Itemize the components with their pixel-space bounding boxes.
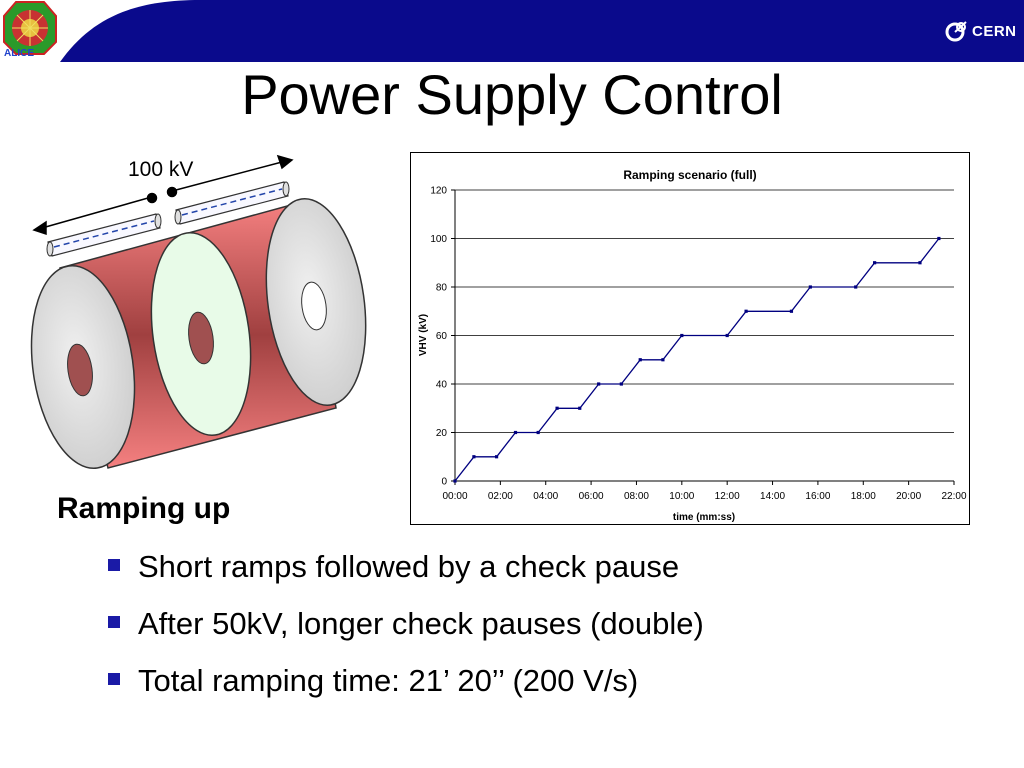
bullet-item: After 50kV, longer check pauses (double) <box>108 606 704 642</box>
data-point <box>513 430 518 435</box>
bullet-item: Short ramps followed by a check pause <box>108 549 679 585</box>
header-band <box>0 0 1024 62</box>
page-title: Power Supply Control <box>241 63 783 126</box>
y-tick-label: 80 <box>436 283 448 294</box>
bullet-item: Total ramping time: 21’ 20’’ (200 V/s) <box>108 663 638 699</box>
bullet-text: Short ramps followed by a check pause <box>138 549 680 584</box>
cern-logo: CERN <box>938 18 1022 46</box>
data-point <box>472 455 476 459</box>
x-tick-label: 20:00 <box>896 491 921 502</box>
left-resistor-tube <box>46 213 162 257</box>
y-tick-label: 40 <box>436 380 448 391</box>
square-bullet-icon <box>108 558 120 571</box>
right-resistor-tube <box>174 181 290 225</box>
x-tick-label: 00:00 <box>442 491 467 502</box>
x-tick-label: 18:00 <box>851 491 876 502</box>
data-point <box>873 261 877 265</box>
series-line <box>454 238 940 482</box>
data-point <box>619 382 623 386</box>
data-point <box>854 285 858 289</box>
chart-frame <box>410 152 970 525</box>
cern-logo-text: CERN <box>972 23 1017 40</box>
voltage-arrows <box>32 154 294 236</box>
alice-logo-text: ALICE <box>4 48 34 59</box>
x-tick-label: 14:00 <box>760 491 785 502</box>
bullet-text: After 50kV, longer check pauses (double) <box>138 606 704 641</box>
ramping-chart: Ramping scenario (full) 0 20 40 60 80 100 120 0… <box>418 168 967 523</box>
data-point <box>453 479 457 483</box>
data-point <box>638 358 642 362</box>
data-point <box>725 333 729 338</box>
x-tick-label: 08:00 <box>624 491 649 502</box>
y-tick-label: 60 <box>436 331 448 342</box>
data-point <box>578 406 582 410</box>
data-point <box>808 285 812 289</box>
x-axis-label: time (mm:ss) <box>673 512 735 523</box>
x-tick-label: 10:00 <box>669 491 694 502</box>
x-tick-label: 22:00 <box>941 491 966 502</box>
section-heading: Ramping up <box>57 492 231 525</box>
x-tick-label: 04:00 <box>533 491 558 502</box>
y-axis-label: VHV (kV) <box>418 314 429 356</box>
data-point <box>680 333 684 338</box>
data-point <box>744 309 748 313</box>
data-point <box>789 309 794 313</box>
x-tick-label: 02:00 <box>488 491 513 502</box>
alice-logo: ALICE <box>2 0 58 60</box>
x-tick-label: 16:00 <box>805 491 830 502</box>
y-tick-label: 120 <box>430 186 447 197</box>
y-tick-label: 100 <box>430 234 447 245</box>
detector-voltage-label: 100 kV <box>128 158 194 181</box>
chart-title: Ramping scenario (full) <box>623 168 756 182</box>
data-point <box>555 406 559 410</box>
x-tick-label: 12:00 <box>715 491 740 502</box>
data-point <box>918 261 922 265</box>
data-point <box>536 430 540 435</box>
square-bullet-icon <box>108 615 120 628</box>
y-tick-label: 20 <box>436 428 448 439</box>
x-tick-label: 06:00 <box>579 491 604 502</box>
data-point <box>937 236 941 241</box>
data-point <box>494 455 499 459</box>
bullet-text: Total ramping time: 21’ 20’’ (200 V/s) <box>138 663 639 698</box>
data-point <box>597 382 601 386</box>
square-bullet-icon <box>108 672 120 685</box>
detector-illustration <box>30 154 367 469</box>
data-point <box>661 358 665 362</box>
y-tick-label: 0 <box>441 477 447 488</box>
cern-icon <box>945 21 967 42</box>
